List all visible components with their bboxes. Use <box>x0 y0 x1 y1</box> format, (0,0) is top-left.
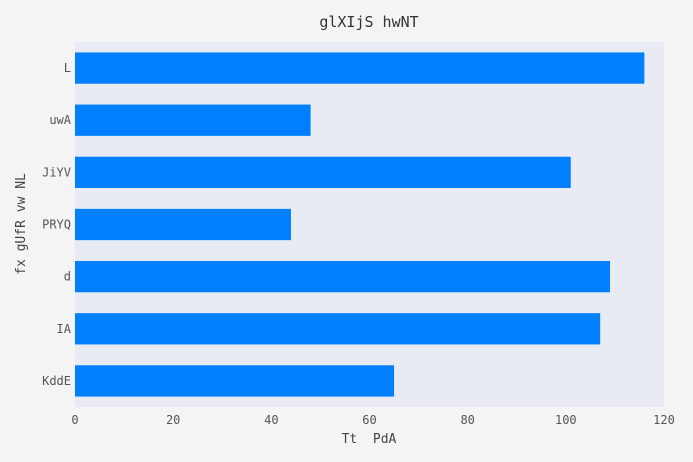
x-tick-labels: 0 20 40 60 80 100 120 <box>71 413 674 427</box>
x-axis-title: Tt PdA <box>342 432 397 447</box>
chart-title: glXIjS hwNT <box>319 13 418 31</box>
bar-uwA <box>75 104 311 136</box>
x-tick-label: 0 <box>71 413 78 427</box>
bar-d <box>75 261 611 293</box>
y-axis-title: fx gUfR vw NL <box>14 173 29 275</box>
x-tick-label: 120 <box>653 413 675 427</box>
x-tick-label: 100 <box>555 413 577 427</box>
y-tick-label: KddE <box>42 374 71 388</box>
y-tick-label: uwA <box>49 113 71 127</box>
bar-JiYV <box>75 156 571 188</box>
bar-KddE <box>75 365 395 397</box>
x-tick-label: 40 <box>264 413 278 427</box>
y-tick-label: d <box>64 270 71 284</box>
y-tick-label: IA <box>57 322 72 336</box>
y-tick-label: L <box>64 61 71 75</box>
bar-PRYQ <box>75 208 291 241</box>
bar-IA <box>75 313 601 345</box>
x-tick-label: 20 <box>166 413 180 427</box>
x-tick-label: 60 <box>362 413 376 427</box>
bar-L <box>75 52 645 84</box>
x-tick-label: 80 <box>460 413 474 427</box>
y-tick-label: PRYQ <box>42 218 71 232</box>
bars-group <box>75 52 645 397</box>
y-tick-label: JiYV <box>42 165 71 179</box>
